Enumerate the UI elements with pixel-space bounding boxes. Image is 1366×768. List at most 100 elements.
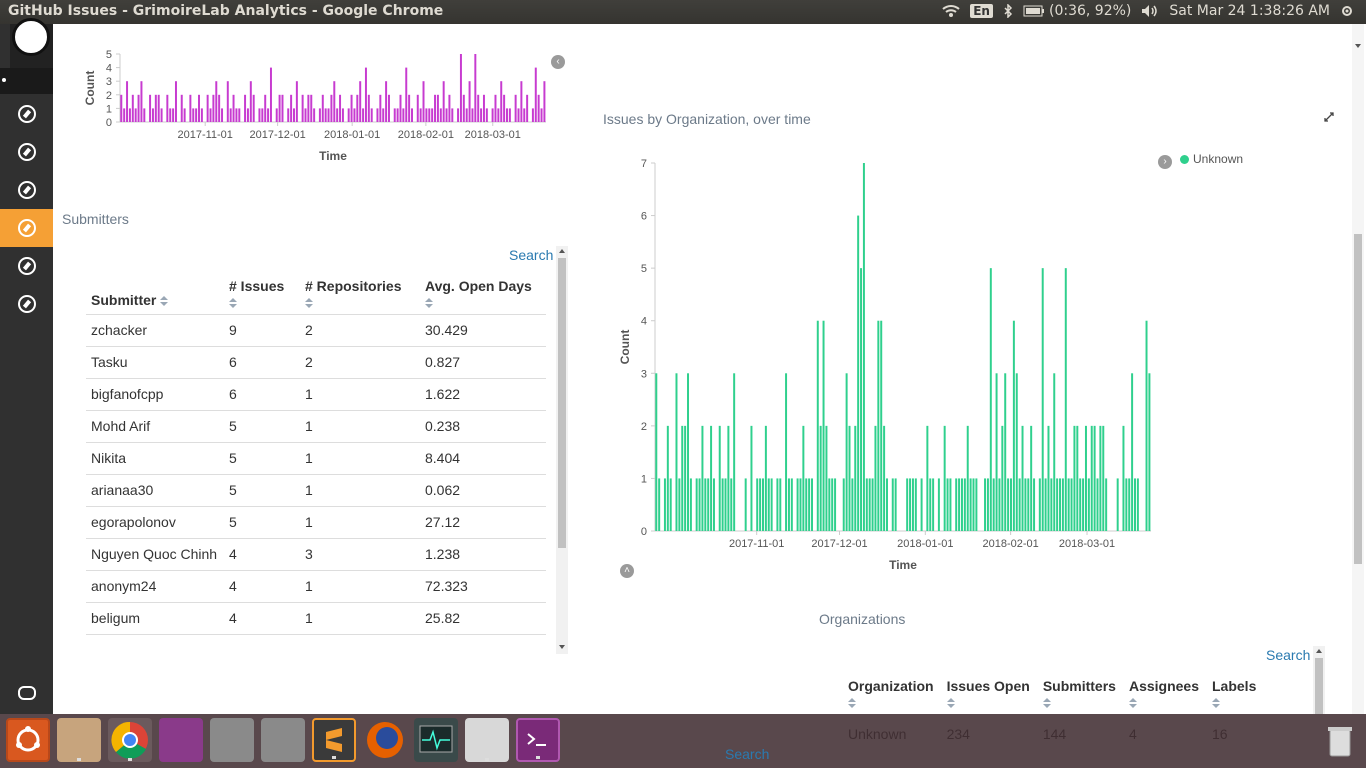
bar[interactable] <box>816 320 819 531</box>
table-row[interactable]: zchacker 9 2 30.429 <box>86 314 546 347</box>
bar[interactable] <box>874 425 877 531</box>
bar[interactable] <box>143 108 146 122</box>
bar[interactable] <box>877 320 880 531</box>
bar[interactable] <box>157 94 160 122</box>
bar[interactable] <box>759 478 762 531</box>
bar[interactable] <box>992 478 995 531</box>
bar[interactable] <box>290 94 293 122</box>
bar[interactable] <box>436 94 439 122</box>
bar[interactable] <box>1070 478 1073 531</box>
bar[interactable] <box>1024 478 1027 531</box>
bar[interactable] <box>857 215 860 532</box>
bar[interactable] <box>1056 478 1059 531</box>
bar[interactable] <box>543 81 546 122</box>
bar[interactable] <box>396 108 399 122</box>
bar[interactable] <box>534 67 537 122</box>
organizations-scrollbar[interactable] <box>1313 646 1325 714</box>
bar[interactable] <box>1128 478 1131 531</box>
sort-icon[interactable] <box>229 298 237 308</box>
column-issues-open[interactable]: Issues Open <box>942 672 1038 714</box>
bar[interactable] <box>1053 373 1056 531</box>
bar[interactable] <box>958 478 961 531</box>
bar[interactable] <box>166 94 169 122</box>
bar[interactable] <box>457 108 460 122</box>
bar[interactable] <box>209 108 212 122</box>
bar[interactable] <box>367 94 370 122</box>
bar[interactable] <box>258 108 261 122</box>
bar[interactable] <box>508 108 511 122</box>
bar[interactable] <box>364 67 367 122</box>
bar[interactable] <box>1009 478 1012 531</box>
bar[interactable] <box>1038 478 1041 531</box>
bar[interactable] <box>477 94 480 122</box>
sort-icon[interactable] <box>425 298 433 308</box>
bar[interactable] <box>764 425 767 531</box>
bar[interactable] <box>419 108 422 122</box>
bar[interactable] <box>198 94 200 122</box>
bar[interactable] <box>831 478 834 531</box>
bar[interactable] <box>160 108 163 122</box>
column-repositories[interactable]: # Repositories <box>300 274 420 315</box>
bar[interactable] <box>727 425 730 531</box>
bar[interactable] <box>244 94 247 122</box>
bar[interactable] <box>1021 425 1024 531</box>
bar[interactable] <box>704 478 707 531</box>
bar[interactable] <box>465 108 468 122</box>
bar[interactable] <box>252 94 255 122</box>
bar[interactable] <box>134 108 137 122</box>
bar[interactable] <box>681 425 684 531</box>
bar[interactable] <box>526 94 529 122</box>
table-row[interactable]: bigfanofcpp 6 1 1.622 <box>86 378 546 411</box>
bar[interactable] <box>359 81 362 122</box>
table-row[interactable]: egorapolonov 5 1 27.12 <box>86 506 546 539</box>
bar[interactable] <box>462 94 465 122</box>
bar[interactable] <box>448 94 451 122</box>
organizations-scroll-thumb[interactable] <box>1315 658 1323 714</box>
bar[interactable] <box>218 94 221 122</box>
bar[interactable] <box>287 108 290 122</box>
bar[interactable] <box>966 425 969 531</box>
bar[interactable] <box>295 81 298 122</box>
bar[interactable] <box>379 94 382 122</box>
bar[interactable] <box>480 108 483 122</box>
keyboard-layout-indicator[interactable]: En <box>970 4 993 18</box>
bar[interactable] <box>370 108 373 122</box>
column-organization[interactable]: Organization <box>843 672 942 714</box>
bar[interactable] <box>174 81 177 122</box>
bar[interactable] <box>1133 478 1136 531</box>
bar[interactable] <box>1041 268 1044 531</box>
bar[interactable] <box>998 478 1001 531</box>
bar[interactable] <box>1105 478 1108 531</box>
table-row[interactable]: anonym24 4 1 72.323 <box>86 570 546 603</box>
sort-icon[interactable] <box>305 298 313 308</box>
bar[interactable] <box>1050 478 1053 531</box>
bar[interactable] <box>347 108 350 122</box>
sort-icon[interactable] <box>1042 698 1051 708</box>
bar[interactable] <box>506 108 508 122</box>
bar[interactable] <box>411 108 413 122</box>
bar[interactable] <box>1131 373 1134 531</box>
bar[interactable] <box>503 94 506 122</box>
bar[interactable] <box>1030 425 1033 531</box>
bar[interactable] <box>235 108 238 122</box>
bar[interactable] <box>520 81 523 122</box>
bar[interactable] <box>1102 425 1105 531</box>
bar[interactable] <box>1079 478 1082 531</box>
bar[interactable] <box>151 108 154 122</box>
bar[interactable] <box>1064 268 1067 531</box>
bar[interactable] <box>120 94 123 122</box>
bar[interactable] <box>943 425 946 531</box>
bar[interactable] <box>666 425 669 531</box>
robot-icon[interactable] <box>18 686 36 700</box>
submitters-scrollbar[interactable] <box>556 246 568 654</box>
bar[interactable] <box>275 108 278 122</box>
bar[interactable] <box>955 478 958 531</box>
bar[interactable] <box>264 94 267 122</box>
bar[interactable] <box>819 425 822 531</box>
bar[interactable] <box>482 94 485 122</box>
bar[interactable] <box>799 478 802 531</box>
grimoirelab-logo[interactable] <box>10 18 54 68</box>
bar[interactable] <box>975 478 978 531</box>
bar[interactable] <box>1067 478 1070 531</box>
bar[interactable] <box>718 425 721 531</box>
